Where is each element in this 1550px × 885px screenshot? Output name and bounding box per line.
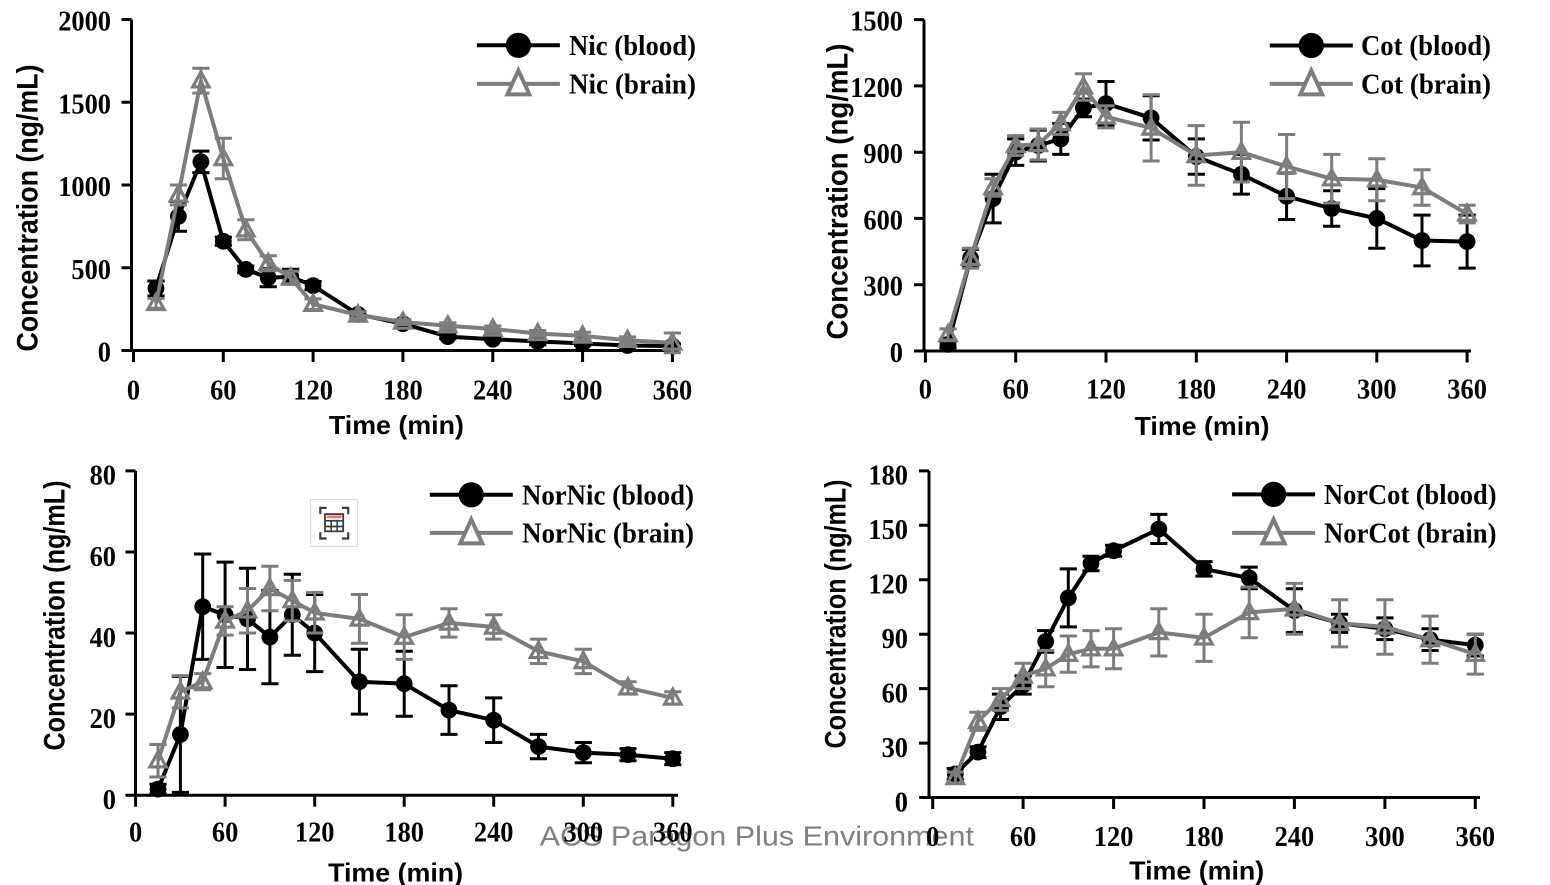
svg-text:60: 60 — [882, 677, 908, 709]
svg-text:240: 240 — [474, 817, 514, 849]
svg-text:900: 900 — [863, 138, 903, 170]
svg-text:NorCot (brain): NorCot (brain) — [1324, 518, 1497, 549]
svg-text:150: 150 — [868, 514, 908, 546]
svg-text:ACS Paragon Plus Environment: ACS Paragon Plus Environment — [540, 821, 975, 852]
svg-text:360: 360 — [653, 375, 693, 407]
svg-text:Time (min): Time (min) — [329, 410, 464, 440]
svg-text:Time (min): Time (min) — [1135, 411, 1270, 441]
svg-text:0: 0 — [926, 821, 939, 853]
svg-text:300: 300 — [863, 271, 903, 303]
svg-text:1500: 1500 — [850, 6, 903, 38]
svg-text:Concentration (ng/mL): Concentration (ng/mL) — [822, 44, 855, 340]
svg-text:60: 60 — [90, 541, 116, 573]
svg-text:1500: 1500 — [58, 89, 111, 121]
svg-text:240: 240 — [1275, 821, 1315, 853]
svg-text:Nic (blood): Nic (blood) — [569, 31, 696, 62]
svg-text:240: 240 — [473, 375, 513, 407]
svg-text:Time (min): Time (min) — [1129, 856, 1264, 885]
svg-text:300: 300 — [563, 375, 603, 407]
svg-text:60: 60 — [1010, 821, 1036, 853]
svg-text:Concentration (ng/mL): Concentration (ng/mL) — [820, 480, 853, 749]
svg-text:2000: 2000 — [58, 6, 111, 38]
svg-text:120: 120 — [1086, 374, 1126, 406]
svg-text:40: 40 — [90, 622, 116, 654]
svg-text:0: 0 — [129, 817, 142, 849]
svg-text:180: 180 — [383, 375, 423, 407]
svg-text:60: 60 — [1003, 374, 1029, 406]
svg-text:Nic (brain): Nic (brain) — [569, 69, 696, 100]
svg-text:600: 600 — [863, 204, 903, 236]
svg-text:30: 30 — [882, 732, 908, 764]
svg-text:300: 300 — [1365, 821, 1405, 853]
svg-text:300: 300 — [1357, 374, 1397, 406]
svg-text:0: 0 — [895, 786, 908, 818]
svg-text:90: 90 — [882, 623, 908, 655]
svg-text:Time (min): Time (min) — [328, 858, 463, 885]
svg-text:120: 120 — [295, 817, 335, 849]
svg-text:NorCot (blood): NorCot (blood) — [1324, 480, 1497, 511]
svg-text:Concentration (ng/mL): Concentration (ng/mL) — [39, 481, 72, 751]
svg-text:0: 0 — [127, 375, 140, 407]
svg-text:0: 0 — [919, 374, 932, 406]
svg-text:Cot (brain): Cot (brain) — [1361, 69, 1491, 100]
svg-text:60: 60 — [212, 817, 238, 849]
svg-text:360: 360 — [653, 817, 693, 849]
svg-text:180: 180 — [868, 460, 908, 492]
svg-text:360: 360 — [1447, 374, 1487, 406]
svg-text:300: 300 — [564, 817, 604, 849]
svg-text:Concentration (ng/mL): Concentration (ng/mL) — [12, 65, 45, 352]
svg-text:0: 0 — [98, 337, 111, 369]
svg-text:180: 180 — [384, 817, 424, 849]
svg-text:Cot (blood): Cot (blood) — [1361, 31, 1491, 62]
svg-text:60: 60 — [210, 375, 236, 407]
svg-text:240: 240 — [1267, 374, 1307, 406]
svg-text:NorNic (blood): NorNic (blood) — [522, 480, 694, 511]
svg-text:180: 180 — [1184, 821, 1224, 853]
svg-text:0: 0 — [103, 784, 116, 816]
svg-text:500: 500 — [71, 254, 111, 286]
svg-text:20: 20 — [90, 703, 116, 735]
svg-text:1000: 1000 — [58, 171, 111, 203]
svg-text:0: 0 — [890, 337, 903, 369]
svg-text:180: 180 — [1177, 374, 1217, 406]
svg-text:120: 120 — [293, 375, 333, 407]
svg-text:120: 120 — [868, 569, 908, 601]
svg-text:1200: 1200 — [850, 72, 903, 104]
svg-text:120: 120 — [1094, 821, 1134, 853]
svg-text:360: 360 — [1456, 821, 1496, 853]
svg-text:80: 80 — [90, 460, 116, 492]
svg-text:NorNic (brain): NorNic (brain) — [522, 518, 694, 549]
